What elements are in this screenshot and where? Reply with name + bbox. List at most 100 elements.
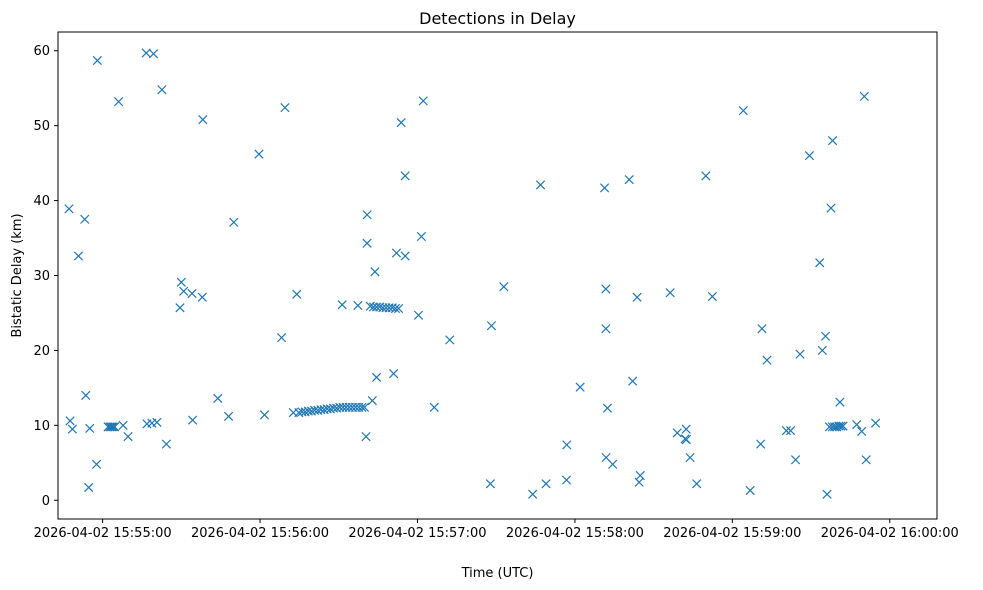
data-point	[781, 425, 792, 436]
data-point	[624, 174, 634, 185]
data-point	[65, 416, 75, 426]
data-point	[485, 479, 496, 489]
data-point	[681, 434, 692, 445]
data-point	[396, 118, 406, 128]
data-point	[561, 475, 572, 485]
chart-title: Detections in Delay	[419, 9, 576, 28]
data-point	[276, 333, 287, 343]
data-point	[388, 369, 399, 379]
data-point	[393, 303, 404, 314]
data-point	[838, 421, 848, 431]
data-point	[110, 422, 120, 432]
y-tick-label: 60	[33, 44, 50, 59]
data-point	[701, 171, 711, 181]
data-point	[665, 288, 675, 298]
data-point	[575, 382, 585, 392]
data-point	[254, 149, 264, 159]
data-point	[499, 282, 509, 292]
x-tick-label: 2026-04-02 15:59:00	[663, 526, 801, 541]
data-point	[280, 103, 290, 113]
data-point	[197, 292, 207, 302]
data-point	[562, 440, 572, 450]
data-point	[359, 402, 370, 412]
x-tick-label: 2026-04-02 15:57:00	[348, 526, 486, 541]
data-point	[413, 310, 424, 320]
y-tick-label: 0	[42, 494, 50, 509]
data-point	[91, 459, 102, 469]
data-point	[73, 251, 84, 261]
data-point	[370, 267, 380, 277]
data-point	[67, 424, 78, 434]
data-point	[827, 136, 838, 146]
data-point	[632, 292, 642, 302]
data-point	[84, 482, 94, 493]
data-point	[108, 422, 118, 432]
data-point	[416, 231, 427, 242]
scatter-points	[64, 48, 881, 499]
y-tick-label: 40	[33, 194, 50, 209]
data-point	[85, 423, 95, 433]
data-point	[176, 277, 186, 287]
data-point	[795, 349, 805, 359]
x-tick-label: 2026-04-02 16:00:00	[821, 526, 959, 541]
data-point	[672, 428, 682, 438]
data-point	[836, 421, 846, 431]
data-point	[861, 455, 871, 465]
data-point	[106, 422, 117, 432]
data-point	[390, 303, 401, 314]
data-point	[681, 424, 691, 434]
data-point	[123, 431, 133, 442]
data-point	[81, 390, 91, 401]
data-point	[187, 288, 197, 299]
x-axis-label: Time (UTC)	[461, 566, 534, 581]
data-point	[535, 180, 546, 190]
data-point	[113, 97, 124, 107]
data-point	[835, 397, 845, 407]
data-point	[857, 426, 867, 436]
data-point	[528, 489, 538, 499]
data-point	[80, 214, 90, 224]
data-point	[826, 203, 836, 213]
data-point	[870, 418, 881, 428]
data-point	[362, 210, 372, 220]
data-point	[790, 455, 801, 465]
y-axis-label: Bistatic Delay (km)	[10, 213, 25, 337]
data-point	[141, 48, 151, 58]
x-tick-label: 2026-04-02 15:55:00	[34, 526, 172, 541]
axes-frame	[57, 31, 938, 520]
data-point	[685, 452, 695, 463]
x-axis: 2026-04-02 15:55:00 2026-04-02 15:56:00 20…	[34, 519, 959, 541]
data-point	[391, 248, 402, 258]
data-point	[738, 106, 748, 116]
data-point	[161, 439, 171, 449]
y-tick-label: 30	[33, 269, 50, 284]
data-point	[822, 489, 832, 499]
data-point	[198, 115, 208, 125]
data-point	[785, 425, 796, 436]
data-point	[157, 85, 167, 95]
data-point	[817, 345, 827, 356]
y-tick-label: 20	[33, 344, 50, 359]
x-tick-label: 2026-04-02 15:58:00	[506, 526, 644, 541]
data-point	[762, 355, 772, 365]
data-point	[602, 403, 613, 413]
y-axis: 0 10 20 30 40 50 60	[33, 44, 58, 509]
data-point	[64, 204, 74, 214]
data-point	[223, 411, 234, 421]
data-point	[400, 171, 410, 181]
data-point	[337, 300, 347, 310]
data-point	[148, 49, 159, 59]
data-point	[820, 331, 831, 341]
data-point	[601, 324, 611, 334]
data-point	[541, 479, 551, 489]
data-point	[628, 376, 638, 386]
data-point	[756, 439, 766, 449]
data-point	[445, 335, 455, 345]
data-point	[367, 395, 377, 406]
data-point	[707, 291, 718, 302]
data-point	[92, 55, 102, 66]
data-point	[259, 410, 270, 420]
data-point	[852, 419, 862, 430]
data-point	[152, 417, 162, 427]
